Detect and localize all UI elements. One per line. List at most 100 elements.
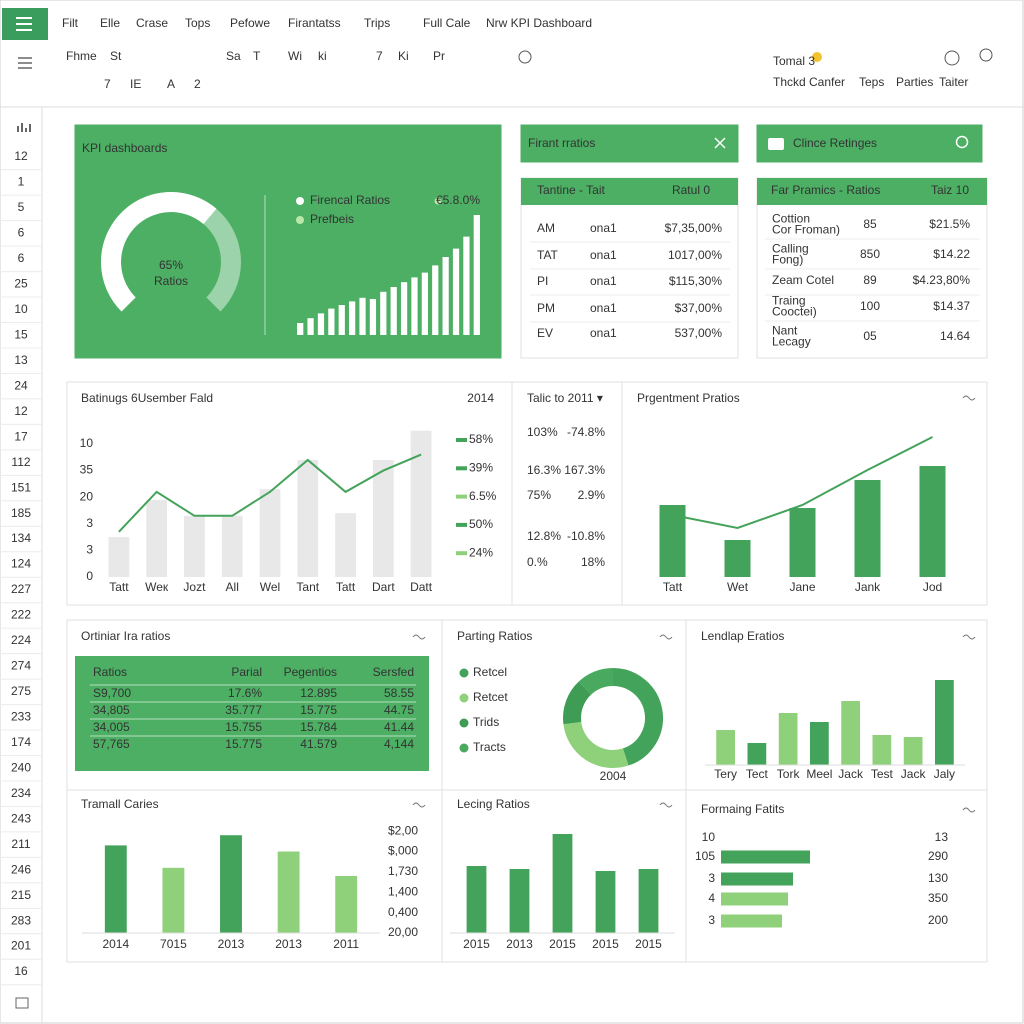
bar bbox=[221, 515, 243, 577]
toolbar-item[interactable]: T bbox=[253, 49, 261, 63]
y-tick-label: 0 bbox=[86, 569, 93, 583]
toolbar-label: Tomal 3 bbox=[773, 54, 815, 68]
table-cell: Fong) bbox=[772, 253, 803, 267]
panel-title: Talic to 2011 ▾ bbox=[527, 391, 603, 405]
toolbar-item[interactable]: Pr bbox=[433, 49, 445, 63]
bar bbox=[841, 701, 860, 765]
legend-swatch bbox=[456, 466, 467, 471]
table-cell: 89 bbox=[863, 273, 877, 287]
menu-item[interactable]: Full Cale bbox=[423, 16, 471, 30]
bar bbox=[872, 735, 892, 765]
y-tick-label: 3 bbox=[708, 913, 715, 927]
bar bbox=[452, 248, 460, 335]
x-tick-label: 2013 bbox=[218, 937, 245, 951]
hamburger-icon[interactable] bbox=[18, 57, 32, 69]
table-cell: 2.9% bbox=[578, 488, 606, 502]
toolbar-item[interactable]: Wi bbox=[288, 49, 302, 63]
legend-swatch bbox=[296, 216, 304, 224]
table-cell: 167.3% bbox=[564, 463, 605, 477]
y-tick-label: 4 bbox=[708, 891, 715, 905]
bar bbox=[104, 845, 127, 933]
toolbar-item[interactable]: 7 bbox=[104, 77, 111, 91]
toolbar-item[interactable]: ki bbox=[318, 49, 327, 63]
x-tick-label: 2015 bbox=[463, 937, 490, 951]
panel-menu-icon[interactable] bbox=[412, 802, 426, 808]
bar bbox=[411, 277, 418, 335]
row-number: 151 bbox=[11, 480, 31, 494]
table-cell: 537,00% bbox=[675, 326, 723, 340]
table-cell: AM bbox=[537, 221, 555, 235]
x-tick-label: Tant bbox=[296, 580, 319, 594]
toolbar-item[interactable]: Fhme bbox=[66, 49, 97, 63]
legend-label: Tracts bbox=[473, 740, 506, 754]
toolbar-item[interactable]: A bbox=[167, 77, 175, 91]
bar bbox=[638, 869, 659, 933]
bar bbox=[903, 737, 923, 765]
chart-title: Lendlap Eratios bbox=[701, 629, 784, 643]
table-cell: 75% bbox=[527, 488, 551, 502]
table-cell: Cottion bbox=[772, 212, 810, 226]
panel-menu-icon[interactable] bbox=[412, 634, 426, 640]
x-tick-label: Jane bbox=[789, 580, 815, 594]
panel-title: Firant rratios bbox=[528, 136, 595, 150]
toolbar-label[interactable]: Taiter bbox=[939, 75, 968, 89]
bar bbox=[328, 308, 335, 335]
toolbar-item[interactable]: St bbox=[110, 49, 122, 63]
close-icon[interactable] bbox=[714, 137, 726, 149]
sheet-icon[interactable] bbox=[15, 997, 29, 1009]
panel-menu-icon[interactable] bbox=[962, 395, 976, 401]
table-cell: $4.23,80% bbox=[913, 273, 971, 287]
menu-item[interactable]: Firantatss bbox=[288, 16, 341, 30]
row-number: 174 bbox=[11, 735, 31, 749]
x-tick-label: Jack bbox=[838, 767, 864, 781]
toolbar-icon[interactable] bbox=[944, 50, 960, 66]
menu-item[interactable]: Elle bbox=[100, 16, 120, 30]
toolbar-item[interactable]: 2 bbox=[194, 77, 201, 91]
table-cell: 34,005 bbox=[93, 720, 130, 734]
toolbar-label[interactable]: Thckd Canfer bbox=[773, 75, 845, 89]
menu-item[interactable]: Tops bbox=[185, 16, 210, 30]
table-cell: Zeam Cotel bbox=[772, 273, 834, 287]
table-cell: $37,00% bbox=[675, 301, 723, 315]
toolbar-item[interactable]: Sa bbox=[226, 49, 241, 63]
table-header-cell: Ratios bbox=[93, 665, 127, 679]
row-number: 6 bbox=[18, 251, 25, 265]
toolbar-label[interactable]: Parties bbox=[896, 75, 933, 89]
table-cell: 58.55 bbox=[384, 686, 414, 700]
y-tick-label: 1,400 bbox=[388, 884, 418, 898]
toolbar-label[interactable]: Teps bbox=[859, 75, 884, 89]
toolbar-item[interactable]: 7 bbox=[376, 49, 383, 63]
row-number: 224 bbox=[11, 633, 31, 647]
x-tick-label: Jozt bbox=[183, 580, 206, 594]
panel-title: Ortiniar Ira ratios bbox=[81, 629, 170, 643]
menu-item[interactable]: Crase bbox=[136, 16, 168, 30]
y-tick-label: 35 bbox=[80, 463, 94, 477]
table-header-cell: Tantine - Tait bbox=[537, 183, 605, 197]
x-tick-label: 2014 bbox=[102, 937, 129, 951]
menu-item[interactable]: Nrw KPI Dashboard bbox=[486, 16, 592, 30]
search-icon[interactable] bbox=[979, 48, 993, 62]
x-tick-label: Tect bbox=[746, 767, 769, 781]
panel-menu-icon[interactable] bbox=[659, 802, 673, 808]
search-icon[interactable] bbox=[955, 135, 969, 149]
menu-item[interactable]: Pefowe bbox=[230, 16, 270, 30]
bar bbox=[369, 299, 377, 335]
toolbar-item[interactable]: Ki bbox=[398, 49, 409, 63]
bar bbox=[338, 305, 345, 335]
row-number: 10 bbox=[14, 302, 28, 316]
panel-menu-icon[interactable] bbox=[962, 634, 976, 640]
bar bbox=[854, 480, 881, 577]
panel-menu-icon[interactable] bbox=[962, 807, 976, 813]
table-cell: -10.8% bbox=[567, 529, 605, 543]
toolbar-icon[interactable] bbox=[518, 50, 532, 64]
toolbar-item[interactable]: IE bbox=[130, 77, 141, 91]
chart-icon[interactable] bbox=[17, 123, 31, 132]
panel-menu-icon[interactable] bbox=[659, 634, 673, 640]
menu-item[interactable]: Trips bbox=[364, 16, 390, 30]
menu-item[interactable]: Filt bbox=[62, 16, 79, 30]
legend-swatch bbox=[456, 438, 467, 442]
bar bbox=[595, 871, 616, 933]
legend-label: 24% bbox=[469, 545, 493, 559]
y-tick-label: 10 bbox=[80, 436, 94, 450]
